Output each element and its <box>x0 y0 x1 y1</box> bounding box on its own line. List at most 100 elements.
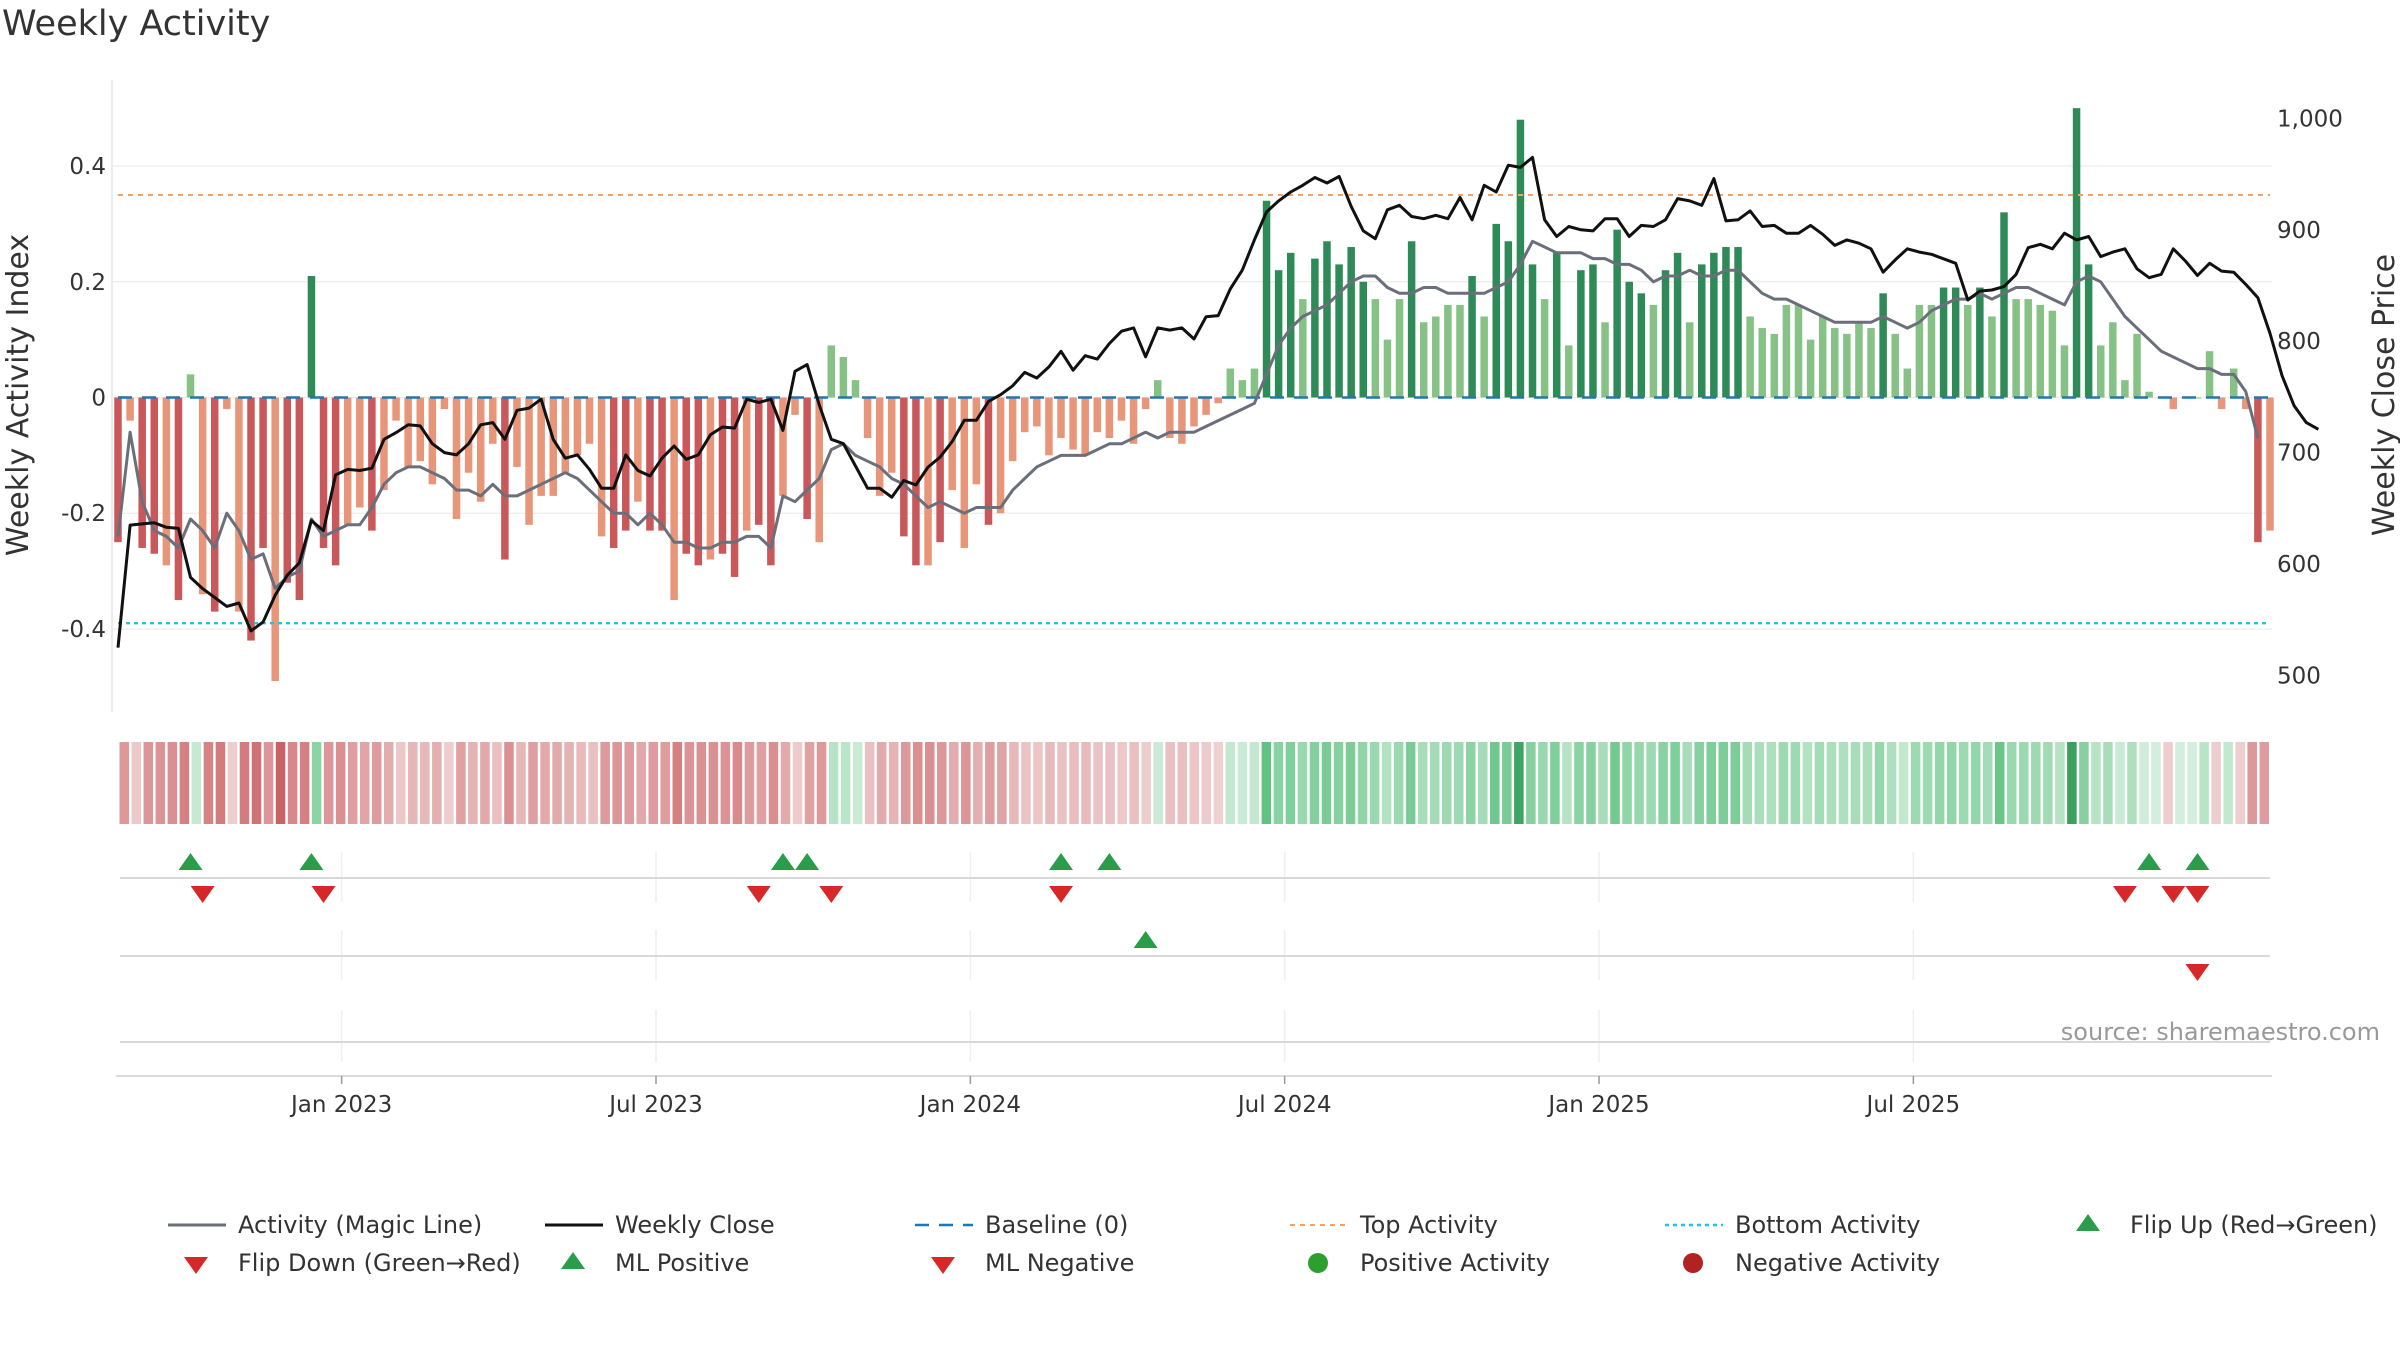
activity-bar <box>730 397 739 577</box>
heat-cell <box>1466 742 1476 824</box>
heat-cell <box>937 742 947 824</box>
y-left-tick-label: 0.2 <box>69 270 106 296</box>
heat-cell <box>552 742 562 824</box>
activity-bar <box>779 397 787 496</box>
heat-cell <box>576 742 586 824</box>
heat-cell <box>1333 742 1344 824</box>
activity-bar <box>888 397 896 473</box>
flip-up-marker <box>770 853 795 870</box>
activity-bar <box>1637 293 1646 398</box>
heat-cell <box>2223 742 2233 824</box>
x-tick-label: Jul 2023 <box>607 1092 703 1118</box>
heat-cell <box>1526 742 1536 824</box>
activity-bar <box>440 397 449 410</box>
activity-bar <box>2169 397 2178 410</box>
heat-cell <box>1574 742 1584 824</box>
activity-bar <box>1831 328 1839 398</box>
activity-bar <box>585 397 594 444</box>
activity-bar <box>742 397 751 531</box>
heat-cell <box>239 742 250 824</box>
activity-bar <box>1661 270 1670 398</box>
activity-bar <box>2205 351 2214 398</box>
activity-bar <box>1444 304 1452 398</box>
heat-cell <box>816 742 827 824</box>
heat-cell <box>2019 742 2029 824</box>
legend-swatch-down <box>931 1257 955 1274</box>
activity-bar <box>1335 264 1343 398</box>
heat-cell <box>2007 742 2017 824</box>
activity-bar <box>2193 397 2202 399</box>
legend-label: Bottom Activity <box>1735 1211 1920 1239</box>
heat-cell <box>1321 742 1332 824</box>
legend-label: Flip Up (Red→Green) <box>2130 1211 2378 1239</box>
heat-cell <box>624 742 634 824</box>
activity-bar <box>1286 252 1295 398</box>
activity-bar <box>1153 380 1162 398</box>
heat-cell <box>1441 742 1452 824</box>
heat-cell <box>852 742 863 824</box>
heat-cell <box>119 742 130 824</box>
activity-bar <box>1879 293 1887 398</box>
activity-bar <box>1383 339 1392 398</box>
activity-bar <box>622 397 630 531</box>
activity-bar <box>718 397 727 554</box>
heat-cell <box>1646 742 1656 824</box>
heat-cell <box>780 742 791 824</box>
activity-bar <box>827 345 836 398</box>
heat-cell <box>335 742 346 824</box>
y-left-tick-label: 0 <box>91 386 106 412</box>
heat-cell <box>612 742 622 824</box>
flip-down-marker <box>311 886 336 903</box>
activity-bar <box>1806 339 1815 398</box>
activity-bar <box>706 397 715 560</box>
activity-bar <box>1020 397 1029 433</box>
activity-bar <box>416 397 424 462</box>
activity-bar <box>525 397 533 525</box>
ml-markers-panel <box>120 930 2270 981</box>
activity-bar <box>1323 241 1331 398</box>
heat-cell <box>2187 742 2197 824</box>
activity-bar <box>1589 264 1597 398</box>
heat-cell <box>203 742 214 824</box>
legend-label: Flip Down (Green→Red) <box>238 1249 521 1277</box>
activity-bar <box>1262 200 1271 398</box>
legend-label: Activity (Magic Line) <box>238 1211 482 1239</box>
flip-down-marker <box>2185 886 2210 903</box>
activity-bar <box>223 397 231 410</box>
flip-up-marker <box>299 853 324 870</box>
legend-label: Negative Activity <box>1735 1249 1940 1277</box>
activity-bar <box>1033 397 1041 427</box>
heat-cell <box>1658 742 1668 824</box>
activity-bar <box>428 397 437 485</box>
heat-cell <box>347 742 358 824</box>
y-axis-left-title: Weekly Activity Index <box>1 234 36 556</box>
activity-bar <box>489 397 497 444</box>
heat-cell <box>1958 742 1969 824</box>
heat-cell <box>275 742 286 824</box>
activity-bar <box>2109 322 2117 398</box>
heat-cell <box>311 742 322 824</box>
legend-label: Weekly Close <box>615 1211 775 1239</box>
empty-panel <box>120 1010 2270 1062</box>
activity-bar <box>1903 368 1912 398</box>
flip-down-marker <box>1049 886 1074 903</box>
y-right-tick-label: 900 <box>2277 218 2321 244</box>
heat-cell <box>2163 742 2173 824</box>
activity-bar <box>1395 299 1404 398</box>
activity-bar <box>1190 397 1198 427</box>
legend-item: Weekly Close <box>545 1211 775 1239</box>
heat-cell <box>468 742 478 824</box>
heat-cell <box>263 742 274 824</box>
heat-cell <box>1730 742 1741 824</box>
activity-bar <box>573 397 582 456</box>
legend-item: ML Positive <box>561 1249 749 1277</box>
heat-cell <box>1922 742 1933 824</box>
heat-cell <box>840 742 851 824</box>
heat-cell <box>744 742 755 824</box>
activity-bar <box>1976 287 1984 398</box>
activity-bar <box>1613 229 1621 398</box>
activity-bar <box>2084 264 2093 398</box>
heat-cell <box>1213 742 1224 824</box>
activity-bar <box>2121 380 2129 398</box>
y-left-tick-label: 0.4 <box>69 154 106 180</box>
